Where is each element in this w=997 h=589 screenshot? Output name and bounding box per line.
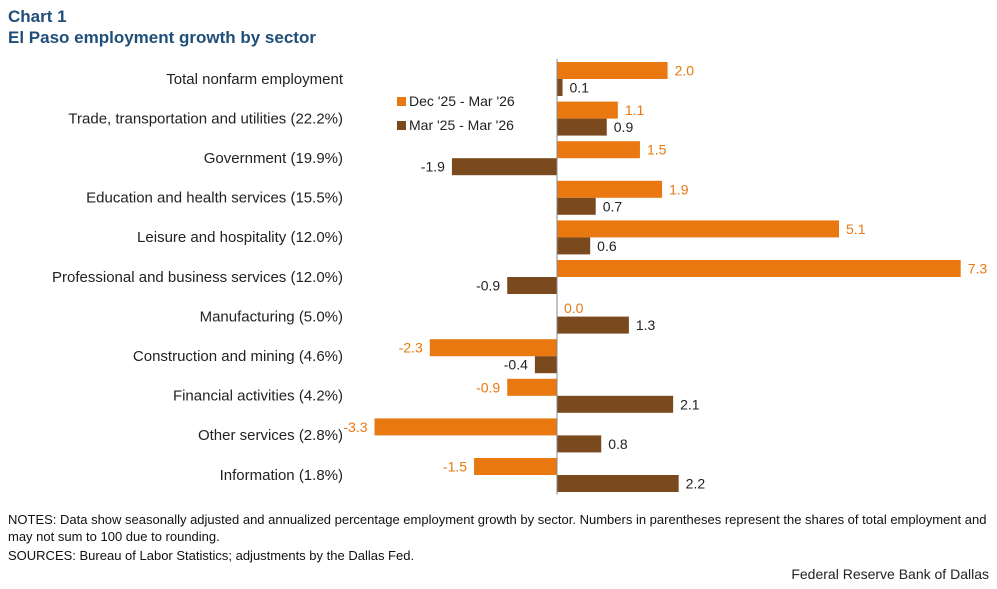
data-label: 5.1 — [846, 221, 866, 237]
category-label: Total nonfarm employment — [166, 71, 344, 88]
data-label: 0.7 — [603, 198, 623, 214]
category-label: Education and health services (15.5%) — [86, 190, 343, 207]
data-label: 1.3 — [636, 317, 656, 333]
data-label: 1.1 — [625, 102, 645, 118]
category-label: Construction and mining (4.6%) — [133, 348, 343, 365]
data-label: 0.8 — [608, 436, 628, 452]
category-label: Professional and business services (12.0… — [52, 269, 343, 286]
data-label: -1.9 — [421, 159, 445, 175]
legend-label: Dec '25 - Mar '26 — [409, 93, 515, 109]
category-label: Financial activities (4.2%) — [173, 388, 343, 405]
bar-mar-mar — [557, 237, 591, 255]
bar-dec-mar — [557, 62, 668, 79]
category-label: Government (19.9%) — [204, 150, 343, 167]
bar-dec-mar — [557, 141, 640, 159]
bar-dec-mar — [557, 180, 663, 198]
bar-mar-mar — [534, 356, 557, 374]
bar-dec-mar — [429, 339, 557, 357]
chart-number-label: Chart 1 — [8, 7, 67, 26]
bar-mar-mar — [557, 435, 602, 453]
bar-mar-mar — [557, 197, 596, 215]
bar-mar-mar — [507, 277, 557, 294]
bar-mar-mar — [557, 475, 679, 492]
data-label: -2.3 — [399, 340, 423, 356]
category-label: Manufacturing (5.0%) — [200, 308, 343, 325]
chart-sources: SOURCES: Bureau of Labor Statistics; adj… — [8, 548, 415, 563]
data-label: -0.9 — [476, 379, 500, 395]
legend-swatch — [397, 121, 406, 130]
data-label: 1.5 — [647, 142, 667, 158]
legend-label: Mar '25 - Mar '26 — [409, 117, 514, 133]
category-label: Leisure and hospitality (12.0%) — [137, 229, 343, 246]
category-label: Other services (2.8%) — [198, 427, 343, 444]
data-label: -0.9 — [476, 278, 500, 294]
bar-dec-mar — [557, 260, 961, 277]
bar-dec-mar — [507, 378, 557, 396]
bar-mar-mar — [557, 395, 674, 413]
bar-mar-mar — [557, 316, 629, 334]
category-label: Trade, transportation and utilities (22.… — [68, 110, 343, 127]
data-label: -0.4 — [504, 357, 528, 373]
bar-mar-mar — [557, 79, 563, 96]
data-label: -1.5 — [443, 459, 467, 475]
bar-dec-mar — [474, 458, 557, 475]
chart-notes: NOTES: Data show seasonally adjusted and… — [8, 512, 987, 544]
category-label: Information (1.8%) — [220, 467, 343, 484]
data-label: 0.1 — [570, 80, 590, 96]
data-label: -3.3 — [343, 419, 367, 435]
bar-mar-mar — [451, 158, 557, 176]
data-label: 2.0 — [675, 63, 695, 79]
data-label: 0.6 — [597, 238, 617, 254]
data-label: 0.9 — [614, 119, 634, 135]
chart-title: El Paso employment growth by sector — [8, 28, 316, 47]
bar-dec-mar — [374, 418, 557, 436]
data-label: 1.9 — [669, 181, 689, 197]
bar-chart: Total nonfarm employment 2.0 0.1 Trade, tra… — [52, 59, 988, 495]
data-label: 2.1 — [680, 396, 700, 412]
bar-mar-mar — [557, 118, 607, 136]
bar-dec-mar — [557, 101, 618, 119]
bar-dec-mar — [557, 220, 840, 238]
data-label: 2.2 — [686, 476, 706, 492]
data-label: 7.3 — [968, 261, 988, 277]
title-block: Chart 1 El Paso employment growth by sec… — [8, 6, 316, 48]
legend-swatch — [397, 97, 406, 106]
footer-credit: Federal Reserve Bank of Dallas — [791, 566, 989, 582]
data-label: 0.0 — [564, 300, 584, 316]
